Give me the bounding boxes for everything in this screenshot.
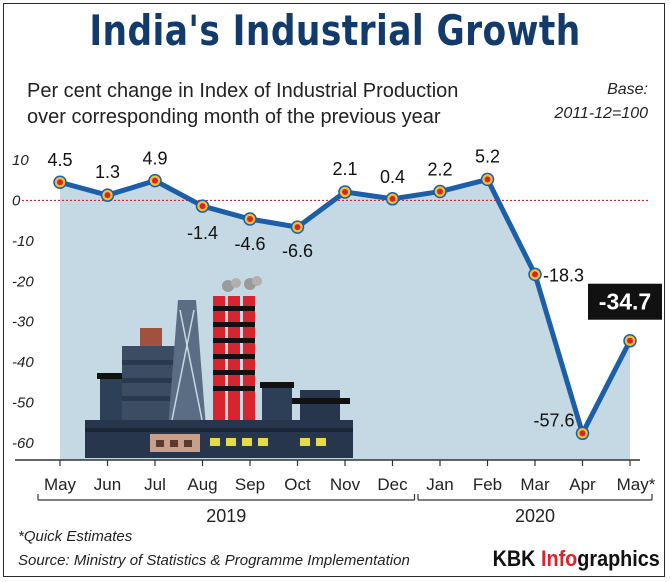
year-label: 2020 (515, 506, 555, 526)
value-label: 4.5 (47, 150, 72, 170)
year-label: 2019 (206, 506, 246, 526)
x-tick-label: Oct (284, 475, 311, 494)
data-point (385, 192, 400, 206)
x-tick-label: Nov (330, 475, 361, 494)
x-tick-label: Jan (426, 475, 453, 494)
data-point (528, 267, 542, 282)
x-tick-label: May (44, 475, 77, 494)
y-tick-label: -10 (12, 233, 34, 250)
brand-highlight: Info (541, 546, 578, 571)
x-tick-label: May* (617, 475, 656, 494)
year-group: 2020 (417, 494, 653, 526)
value-label: -1.4 (187, 223, 218, 243)
value-label: 2.2 (427, 160, 452, 180)
x-tick-label: Mar (520, 475, 550, 494)
highlight-value-label: -34.7 (588, 283, 662, 320)
year-groups: 2019 2020 (37, 494, 653, 526)
brand-logo: KBK Infographics (493, 546, 660, 572)
data-point (433, 184, 447, 199)
y-tick-label: -60 (12, 435, 34, 452)
footnote: *Quick Estimates (18, 528, 133, 545)
value-label: 5.2 (475, 146, 500, 166)
value-label: -4.6 (234, 234, 265, 254)
marker-layer (53, 172, 637, 441)
chart-frame (3, 3, 665, 577)
data-point (100, 188, 115, 202)
chart-title: India's Industrial Growth (89, 6, 581, 55)
y-axis-ticks: 10 0 -10 -20 -30 -40 -50 -60 (12, 152, 34, 452)
data-point (290, 220, 305, 234)
y-tick-label: -50 (12, 395, 34, 412)
base-note-line-2: 2011-12=100 (554, 105, 648, 122)
source-note: Source: Ministry of Statistics & Program… (18, 552, 410, 569)
y-tick-label: 0 (12, 192, 21, 209)
brand-suffix: graphics (577, 546, 660, 571)
base-note-line-1: Base: (607, 81, 648, 98)
value-labels: 4.5 1.3 4.9 -1.4 -4.6 -6.6 2.1 0.4 2.2 5.2 -18.3 -5… (47, 146, 662, 430)
value-label: -6.6 (282, 241, 313, 261)
value-label: -57.6 (533, 410, 574, 430)
data-point (243, 212, 257, 226)
y-tick-label: -30 (12, 314, 34, 331)
x-tick-label: Dec (377, 475, 408, 494)
y-tick-label: -20 (12, 273, 34, 290)
x-tick-label: Aug (187, 475, 217, 494)
subtitle-line-1: Per cent change in Index of Industrial P… (27, 80, 459, 102)
value-label: -18.3 (543, 265, 584, 285)
value-label: 1.3 (95, 162, 120, 182)
value-label: 0.4 (380, 167, 405, 187)
y-tick-label: 10 (12, 152, 29, 169)
factory-illustration (85, 276, 353, 458)
base-note: Base: 2011-12=100 (554, 78, 648, 126)
subtitle-line-2: over corresponding month of the previous… (27, 106, 441, 128)
x-tick-label: Sep (235, 475, 265, 494)
data-point (623, 333, 637, 348)
chart-subtitle: Per cent change in Index of Industrial P… (27, 78, 458, 130)
x-tick-label: Apr (569, 475, 596, 494)
x-axis-ticks: May Jun Jul Aug Sep Oct Nov Dec Jan Feb Mar Apr May* (44, 460, 656, 494)
year-group: 2019 (37, 494, 416, 526)
value-label: 4.9 (142, 149, 167, 169)
data-point (338, 185, 352, 199)
data-point (575, 426, 590, 441)
value-label: 2.1 (332, 159, 357, 179)
x-tick-label: Jul (144, 475, 166, 494)
x-tick-label: Jun (94, 475, 121, 494)
data-point (53, 175, 67, 189)
data-point (195, 199, 210, 213)
data-point (480, 172, 495, 187)
brand-prefix: KBK (492, 546, 542, 571)
data-point (148, 173, 162, 188)
svg-text:-34.7: -34.7 (599, 289, 651, 315)
y-tick-label: -40 (12, 354, 34, 371)
x-tick-label: Feb (473, 475, 502, 494)
